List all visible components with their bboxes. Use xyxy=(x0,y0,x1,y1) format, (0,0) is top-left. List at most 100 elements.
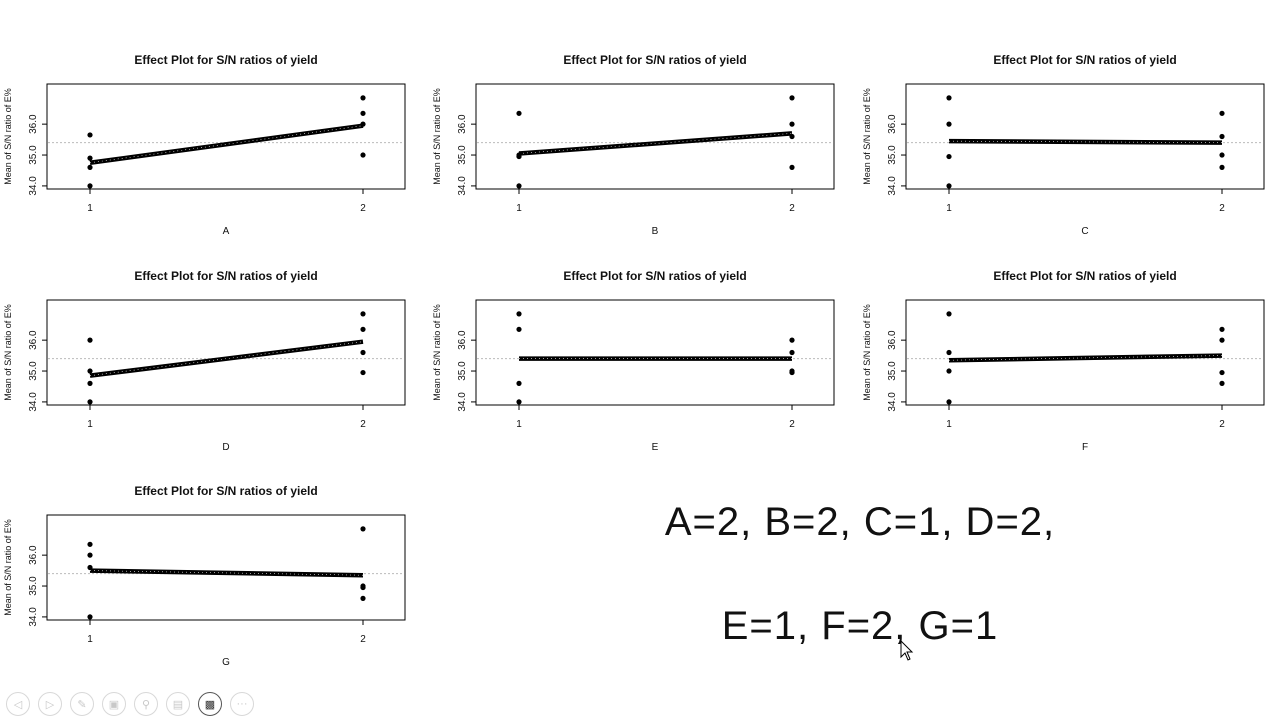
x-axis-label: F xyxy=(1082,442,1088,453)
y-tick-label: 34.0 xyxy=(887,392,898,412)
data-point xyxy=(516,326,522,332)
x-axis-label: E xyxy=(652,442,659,453)
plot-frame xyxy=(475,83,835,190)
data-point xyxy=(87,380,93,386)
data-point xyxy=(1219,152,1225,158)
y-tick-label: 36.0 xyxy=(887,330,898,350)
data-point xyxy=(946,153,952,160)
y-tick-label: 34.0 xyxy=(457,392,468,412)
data-point xyxy=(360,110,366,116)
data-point xyxy=(789,337,795,343)
data-point xyxy=(516,183,522,189)
data-point xyxy=(946,311,952,317)
x-tick-label: 2 xyxy=(789,203,795,214)
data-point xyxy=(87,614,93,620)
x-tick-label: 1 xyxy=(87,203,93,214)
data-point xyxy=(360,369,366,376)
plot-title: Effect Plot for S/N ratios of yield xyxy=(563,53,746,67)
y-axis-label: Mean of S/N ratio of E% xyxy=(432,88,442,185)
plot-title: Effect Plot for S/N ratios of yield xyxy=(134,484,317,498)
x-tick-label: 1 xyxy=(516,203,522,214)
more-icon[interactable]: ··· xyxy=(230,692,254,716)
y-tick-label: 36.0 xyxy=(887,114,898,134)
plot-title: Effect Plot for S/N ratios of yield xyxy=(993,269,1176,283)
plot-title: Effect Plot for S/N ratios of yield xyxy=(993,53,1176,67)
data-point xyxy=(789,164,795,170)
x-tick-label: 1 xyxy=(946,419,952,430)
y-tick-label: 35.0 xyxy=(457,145,468,165)
data-point xyxy=(87,183,93,189)
data-point xyxy=(516,152,522,158)
data-point xyxy=(1219,326,1225,332)
y-axis-label: Mean of S/N ratio of E% xyxy=(862,88,872,185)
x-tick-label: 2 xyxy=(360,419,366,430)
y-tick-label: 36.0 xyxy=(28,114,39,134)
y-axis-label: Mean of S/N ratio of E% xyxy=(862,304,872,401)
effect-line-dots xyxy=(518,133,793,154)
effect-line xyxy=(89,339,364,378)
x-tick-label: 2 xyxy=(1219,419,1225,430)
pen-icon[interactable]: ✎ xyxy=(70,692,94,716)
effect-line-dots xyxy=(89,570,364,576)
y-tick-label: 34.0 xyxy=(28,607,39,627)
data-point xyxy=(87,132,93,138)
optimal-levels-line-2: E=1, F=2, G=1 xyxy=(721,604,999,648)
y-tick-label: 36.0 xyxy=(28,330,39,350)
y-tick-label: 34.0 xyxy=(28,392,39,412)
data-point xyxy=(87,399,93,405)
data-point xyxy=(360,349,366,356)
x-tick-label: 2 xyxy=(360,203,366,214)
y-tick-label: 35.0 xyxy=(28,361,39,381)
x-tick-label: 1 xyxy=(516,419,522,430)
data-point xyxy=(360,121,366,127)
x-axis-label: D xyxy=(222,442,229,453)
effect-line xyxy=(89,123,364,165)
back-icon[interactable]: ◁ xyxy=(6,692,30,716)
y-tick-label: 35.0 xyxy=(887,361,898,381)
y-tick-label: 34.0 xyxy=(28,176,39,196)
effect-line-dots xyxy=(948,140,1223,143)
plot-frame xyxy=(46,83,406,190)
x-tick-label: 1 xyxy=(87,419,93,430)
data-point xyxy=(789,368,795,374)
forward-icon[interactable]: ▷ xyxy=(38,692,62,716)
data-point xyxy=(516,380,522,386)
data-point xyxy=(1219,133,1225,140)
data-point xyxy=(789,133,795,140)
data-point xyxy=(87,337,93,343)
y-tick-label: 36.0 xyxy=(28,545,39,565)
subtitles-icon[interactable]: ▤ xyxy=(166,692,190,716)
x-tick-label: 1 xyxy=(87,634,93,645)
y-tick-label: 35.0 xyxy=(887,145,898,165)
data-point xyxy=(87,541,93,547)
video-icon[interactable]: ▩ xyxy=(198,692,222,716)
data-point xyxy=(946,349,952,356)
data-point xyxy=(360,526,366,532)
plot-frame xyxy=(475,299,835,406)
data-point xyxy=(516,311,522,317)
data-point xyxy=(87,552,93,558)
data-point xyxy=(87,564,93,571)
y-tick-label: 35.0 xyxy=(28,576,39,596)
data-point xyxy=(946,183,952,189)
plot-frame xyxy=(46,299,406,406)
x-tick-label: 2 xyxy=(360,634,366,645)
x-axis-label: C xyxy=(1081,226,1088,237)
data-point xyxy=(946,399,952,405)
data-point xyxy=(360,95,366,101)
zoom-icon[interactable]: ⚲ xyxy=(134,692,158,716)
data-point xyxy=(1219,164,1225,170)
y-axis-label: Mean of S/N ratio of E% xyxy=(432,304,442,401)
y-tick-label: 36.0 xyxy=(457,114,468,134)
slides-icon[interactable]: ▣ xyxy=(102,692,126,716)
data-point xyxy=(87,164,93,170)
data-point xyxy=(789,349,795,356)
data-point xyxy=(1219,369,1225,376)
data-point xyxy=(946,95,952,101)
y-tick-label: 35.0 xyxy=(457,361,468,381)
y-axis-label: Mean of S/N ratio of E% xyxy=(3,304,13,401)
plot-frame xyxy=(905,299,1265,406)
y-tick-label: 34.0 xyxy=(457,176,468,196)
slideshow-toolbar: ◁ ▷ ✎ ▣ ⚲ ▤ ▩ ··· xyxy=(6,690,254,718)
